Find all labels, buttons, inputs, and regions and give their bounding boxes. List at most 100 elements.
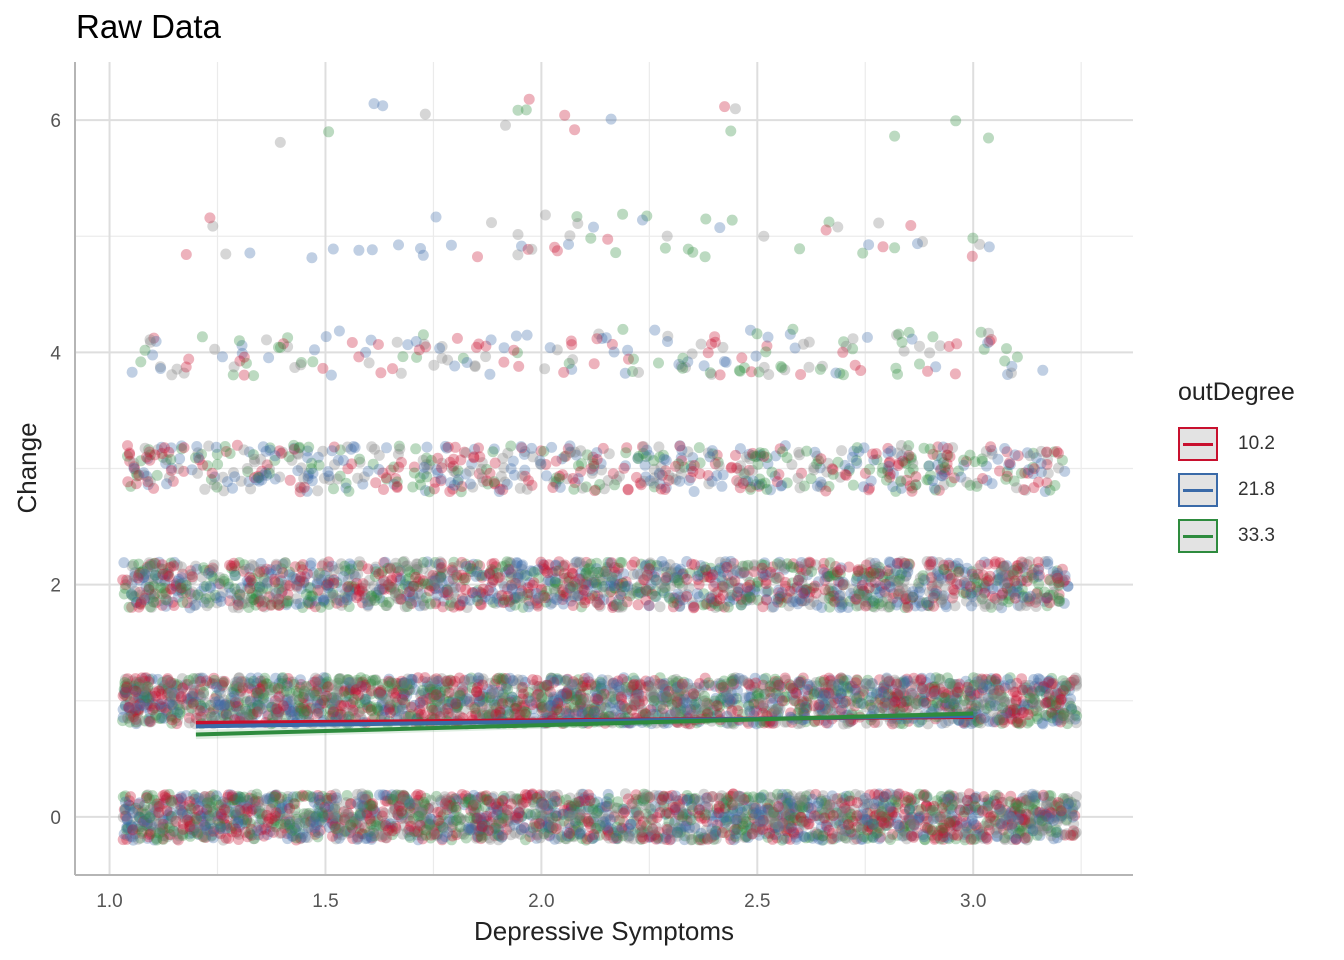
data-point — [754, 792, 766, 804]
data-point — [978, 712, 990, 724]
data-point — [940, 808, 951, 820]
data-point — [857, 822, 869, 834]
data-point — [1002, 674, 1013, 686]
data-point — [1027, 825, 1039, 837]
data-point — [424, 813, 436, 825]
data-point — [496, 809, 508, 821]
data-point — [899, 677, 911, 689]
data-point — [820, 795, 832, 807]
data-point — [651, 830, 663, 842]
data-point — [744, 705, 756, 717]
data-point — [931, 811, 943, 823]
data-point — [171, 833, 183, 845]
data-point — [756, 682, 768, 694]
data-point — [717, 807, 729, 818]
data-point — [803, 818, 815, 830]
data-point — [871, 827, 883, 839]
data-point — [864, 806, 876, 818]
data-point — [772, 788, 783, 800]
data-point — [405, 701, 417, 713]
data-point — [574, 801, 586, 812]
data-point — [870, 809, 882, 821]
data-point — [756, 809, 768, 821]
data-point — [740, 831, 752, 843]
data-point — [493, 805, 504, 816]
data-point — [340, 808, 352, 820]
data-point — [653, 793, 665, 804]
data-point — [486, 792, 498, 804]
data-point — [471, 813, 483, 825]
data-point — [507, 675, 519, 687]
data-point — [547, 695, 559, 707]
data-point — [418, 812, 430, 824]
data-point — [1061, 828, 1073, 840]
data-point — [661, 821, 673, 833]
data-point — [1034, 685, 1046, 697]
scatter-points — [117, 93, 1083, 846]
data-point — [425, 829, 437, 841]
data-point — [785, 810, 797, 822]
data-point — [560, 833, 572, 845]
data-point — [147, 808, 159, 820]
data-point — [270, 800, 282, 812]
data-point — [911, 827, 923, 839]
data-point — [567, 824, 579, 836]
data-point — [472, 792, 484, 803]
data-point — [359, 800, 370, 812]
data-point — [884, 807, 895, 819]
data-point — [476, 820, 488, 832]
data-point — [269, 682, 280, 694]
data-point — [284, 803, 296, 814]
data-point — [985, 817, 996, 829]
data-point — [948, 795, 960, 807]
data-point — [872, 820, 884, 832]
data-point — [612, 796, 624, 808]
data-point — [351, 833, 363, 845]
data-point — [884, 801, 896, 813]
data-point — [493, 829, 504, 841]
data-point — [367, 674, 379, 686]
data-point — [924, 672, 936, 684]
data-point — [1009, 686, 1021, 698]
data-point — [603, 832, 615, 844]
data-point — [881, 820, 893, 831]
data-point — [464, 824, 476, 836]
data-point — [350, 818, 362, 830]
data-point — [524, 831, 536, 843]
data-point — [978, 803, 990, 815]
data-point — [1060, 680, 1072, 692]
data-point — [1067, 811, 1079, 823]
data-point — [393, 800, 405, 811]
data-point — [819, 826, 831, 838]
data-point — [761, 819, 773, 831]
data-point — [404, 798, 416, 810]
data-point — [785, 803, 797, 815]
data-point — [381, 789, 393, 801]
data-point — [1070, 826, 1082, 838]
data-point — [205, 814, 216, 826]
data-point — [150, 709, 162, 721]
data-point — [735, 811, 747, 823]
data-point — [586, 832, 598, 844]
data-point — [184, 828, 196, 840]
data-point — [833, 815, 845, 827]
data-point — [263, 813, 275, 825]
data-point — [258, 830, 270, 842]
data-point — [274, 827, 286, 839]
data-point — [284, 822, 296, 834]
data-point — [905, 797, 917, 809]
data-point — [298, 808, 310, 820]
data-point — [141, 819, 153, 831]
data-point — [753, 811, 765, 823]
data-point — [680, 697, 692, 709]
data-point — [395, 805, 407, 817]
data-point — [689, 821, 701, 833]
data-point — [772, 801, 784, 813]
data-point — [127, 834, 139, 846]
data-point — [562, 807, 574, 819]
data-point — [843, 818, 855, 829]
data-point — [770, 818, 782, 830]
data-point — [1042, 822, 1054, 834]
data-point — [536, 691, 548, 703]
data-point — [903, 804, 915, 816]
